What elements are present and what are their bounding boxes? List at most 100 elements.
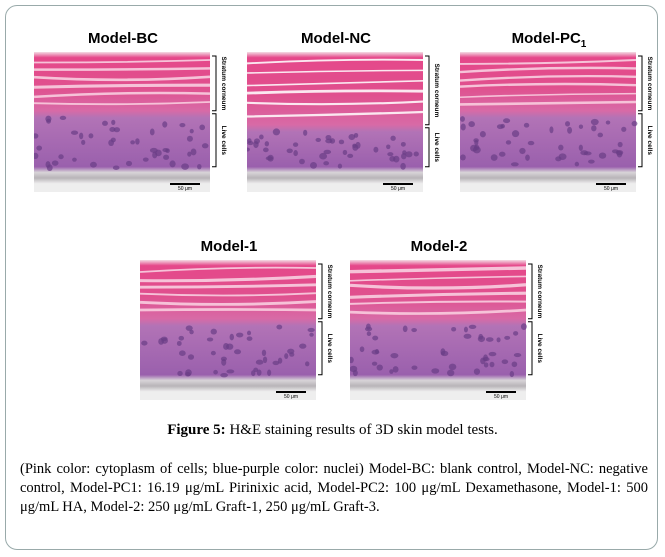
nucleus [220, 356, 227, 362]
nucleus [463, 333, 472, 339]
panel-title-text: Model-2 [410, 238, 468, 255]
nucleus [500, 123, 505, 129]
nucleus [181, 163, 189, 170]
panel-image: 50 μm Stratum corneum Live cells [350, 260, 543, 400]
nucleus [591, 125, 597, 132]
nucleus [402, 325, 408, 333]
nucleus [287, 348, 295, 354]
stratum-label: Stratum corneum [536, 264, 543, 318]
nucleus [223, 343, 229, 350]
nucleus [496, 337, 501, 343]
nucleus [284, 353, 289, 359]
nucleus [451, 326, 457, 332]
nucleus [588, 159, 595, 164]
nucleus [186, 135, 193, 142]
nucleus [163, 154, 170, 160]
nucleus [392, 366, 399, 373]
nucleus [162, 121, 168, 128]
nucleus [501, 359, 509, 365]
keratin-layer [140, 266, 317, 273]
caption-label: Figure 5: [167, 422, 226, 438]
nucleus [489, 361, 495, 368]
bracket [528, 263, 533, 320]
keratin-layer [140, 300, 317, 306]
nucleus [229, 333, 234, 341]
panel-title: Model-1 [140, 238, 318, 255]
bracket [212, 55, 217, 112]
nucleus [605, 120, 611, 125]
panel-title: Model-BC [34, 30, 212, 47]
panel-image: 50 μm Stratum corneum Live cells [460, 52, 653, 192]
nucleus [189, 329, 194, 335]
nucleus [525, 154, 530, 161]
keratin-layer [247, 110, 424, 118]
nucleus [141, 340, 148, 346]
nucleus [125, 160, 133, 167]
keratin-layer [34, 91, 211, 99]
keratin-layer [247, 69, 424, 74]
keratin-layer [460, 75, 637, 82]
keratin-layer [350, 300, 527, 305]
nucleus [199, 124, 206, 131]
nucleus [267, 154, 274, 162]
nucleus [299, 158, 305, 165]
nucleus [405, 151, 413, 158]
nucleus [348, 133, 356, 141]
scale-label: 50 μm [494, 394, 508, 400]
panel-title: Model-2 [350, 238, 528, 255]
nucleus [293, 150, 298, 157]
nucleus [621, 126, 627, 132]
nucleus [511, 130, 520, 138]
nucleus [162, 148, 169, 153]
nucleus [468, 324, 477, 329]
nucleus [210, 328, 217, 335]
nucleus [149, 128, 155, 136]
nucleus [305, 361, 310, 367]
nucleus [210, 350, 216, 356]
panel-image: 50 μm Stratum corneum Live cells [247, 52, 440, 192]
nucleus [264, 141, 270, 147]
nucleus [102, 120, 108, 126]
nucleus [46, 118, 51, 124]
panel-title-text: Model-PC [511, 30, 581, 47]
bracket [318, 263, 323, 320]
nucleus [220, 372, 228, 378]
nucleus [387, 152, 394, 157]
nucleus [226, 369, 235, 374]
nucleus [411, 365, 418, 370]
nucleus [262, 356, 268, 364]
nucleus [187, 354, 195, 360]
nucleus [325, 138, 333, 144]
nucleus [400, 141, 406, 147]
nucleus [478, 333, 484, 340]
nucleus [520, 323, 527, 330]
nucleus [352, 144, 359, 151]
nucleus [187, 151, 192, 157]
nucleus [611, 149, 619, 154]
keratin-layer [350, 283, 527, 290]
nucleus [590, 118, 599, 126]
nucleus [578, 144, 583, 151]
nucleus [390, 353, 399, 359]
stratum-label: Stratum corneum [220, 56, 227, 110]
panel-image: 50 μm Stratum corneum Live cells [34, 52, 227, 192]
nucleus [179, 123, 186, 128]
scale-label: 50 μm [391, 186, 405, 192]
nucleus [309, 332, 314, 337]
nucleus [446, 369, 455, 377]
live-label: Live cells [326, 334, 333, 364]
keratin-layer [34, 101, 211, 106]
nucleus [598, 152, 607, 159]
nucleus [276, 324, 283, 330]
nucleus [565, 121, 571, 127]
nucleus [246, 336, 253, 341]
nucleus [247, 147, 250, 152]
nucleus [251, 370, 256, 377]
nucleus [177, 370, 183, 377]
nucleus [400, 162, 406, 170]
keratin-layer [247, 100, 424, 106]
caption: Figure 5: H&E staining results of 3D ski… [0, 422, 665, 439]
nucleus [460, 154, 466, 161]
nucleus [390, 135, 396, 141]
stratum-label: Stratum corneum [326, 264, 333, 318]
